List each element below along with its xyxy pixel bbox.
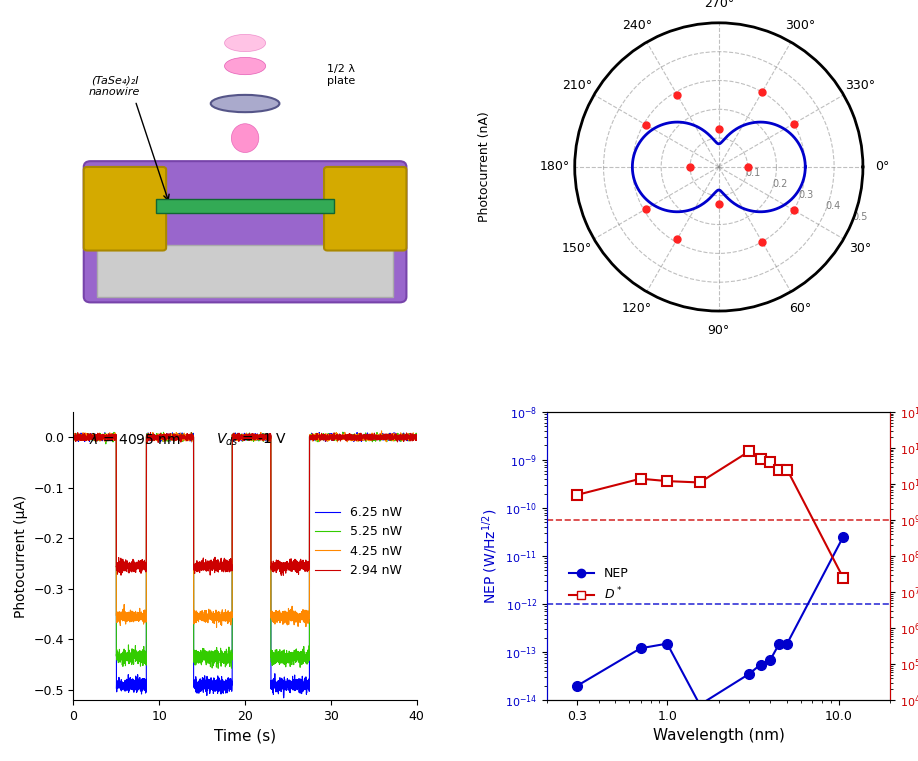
2.94 nW (68, 431, 79, 441)
5.25 nW (231, 434, 242, 443)
NEP (755, 660, 766, 669)
6.25 nW (215, 683, 226, 693)
Legend: NEP, $D^*$: NEP, $D^*$ (564, 562, 633, 608)
5.25 nW (384, 434, 395, 443)
Line: 2.94 nW: 2.94 nW (73, 432, 417, 575)
Text: (TaSe₄)₂I
nanowire: (TaSe₄)₂I nanowire (89, 75, 140, 97)
D* (781, 465, 792, 474)
D* (774, 465, 785, 474)
6.25 nW (352, 428, 363, 437)
D* (744, 447, 755, 456)
6.25 nW (231, 431, 242, 441)
Ellipse shape (225, 57, 265, 75)
2.94 nW (215, 557, 226, 566)
Y-axis label: Photocurrent (μA): Photocurrent (μA) (14, 495, 28, 618)
Legend: 6.25 nW, 5.25 nW, 4.25 nW, 2.94 nW: 6.25 nW, 5.25 nW, 4.25 nW, 2.94 nW (310, 501, 407, 582)
4.25 nW (318, 431, 329, 440)
D* (694, 478, 705, 487)
4.25 nW (401, 433, 412, 442)
Line: 6.25 nW: 6.25 nW (73, 432, 417, 698)
5.25 nW (215, 655, 226, 664)
2.94 nW (318, 435, 329, 444)
Text: $V_{ds}$ = -1 V: $V_{ds}$ = -1 V (217, 432, 287, 448)
D* (755, 454, 766, 463)
Ellipse shape (225, 34, 265, 52)
NEP (774, 639, 785, 648)
NEP (781, 639, 792, 648)
6.25 nW (318, 431, 329, 440)
4.25 nW (411, 435, 422, 444)
4.25 nW (215, 610, 226, 619)
6.25 nW (278, 693, 289, 702)
2.94 nW (411, 435, 422, 444)
2.94 nW (145, 428, 156, 437)
Text: 1/2 λ
plate: 1/2 λ plate (327, 64, 355, 85)
2.94 nW (231, 433, 242, 442)
4.25 nW (212, 607, 223, 616)
2.94 nW (212, 556, 223, 565)
Line: 5.25 nW: 5.25 nW (73, 432, 417, 668)
6.25 nW (411, 435, 422, 444)
5.25 nW (68, 433, 79, 442)
NEP (765, 655, 776, 664)
NEP (635, 644, 646, 653)
D* (572, 490, 583, 499)
Bar (97, 245, 393, 297)
X-axis label: Wavelength (nm): Wavelength (nm) (653, 728, 785, 743)
6.25 nW (401, 435, 412, 444)
D* (662, 476, 673, 486)
5.25 nW (401, 434, 412, 443)
Text: $\lambda$ = 4095 nm: $\lambda$ = 4095 nm (89, 432, 181, 447)
Ellipse shape (231, 124, 259, 152)
4.25 nW (376, 426, 387, 435)
D* (837, 573, 848, 582)
6.25 nW (212, 675, 223, 684)
Y-axis label: Photocurrent (nA): Photocurrent (nA) (478, 112, 491, 222)
FancyBboxPatch shape (84, 167, 166, 250)
5.25 nW (212, 659, 223, 668)
2.94 nW (401, 430, 412, 439)
FancyBboxPatch shape (84, 161, 407, 302)
2.94 nW (384, 434, 395, 443)
Line: NEP: NEP (573, 532, 848, 710)
Y-axis label: NEP (W/Hz$^{1/2}$): NEP (W/Hz$^{1/2}$) (480, 508, 499, 603)
D* (635, 474, 646, 483)
4.25 nW (68, 431, 79, 440)
6.25 nW (384, 432, 395, 441)
5.25 nW (318, 435, 329, 444)
D* (765, 457, 776, 466)
5.25 nW (411, 432, 422, 441)
5.25 nW (337, 428, 348, 437)
NEP (837, 533, 848, 542)
2.94 nW (275, 571, 286, 580)
Line: 4.25 nW: 4.25 nW (73, 431, 417, 627)
FancyBboxPatch shape (324, 167, 407, 250)
X-axis label: Time (s): Time (s) (214, 728, 276, 743)
4.25 nW (384, 431, 395, 441)
NEP (662, 639, 673, 648)
Ellipse shape (211, 95, 279, 112)
NEP (694, 700, 705, 709)
4.25 nW (231, 435, 242, 444)
Bar (156, 199, 334, 213)
NEP (744, 670, 755, 679)
6.25 nW (68, 431, 79, 441)
NEP (572, 681, 583, 690)
Line: D*: D* (573, 447, 848, 583)
5.25 nW (213, 664, 224, 673)
4.25 nW (211, 622, 222, 632)
